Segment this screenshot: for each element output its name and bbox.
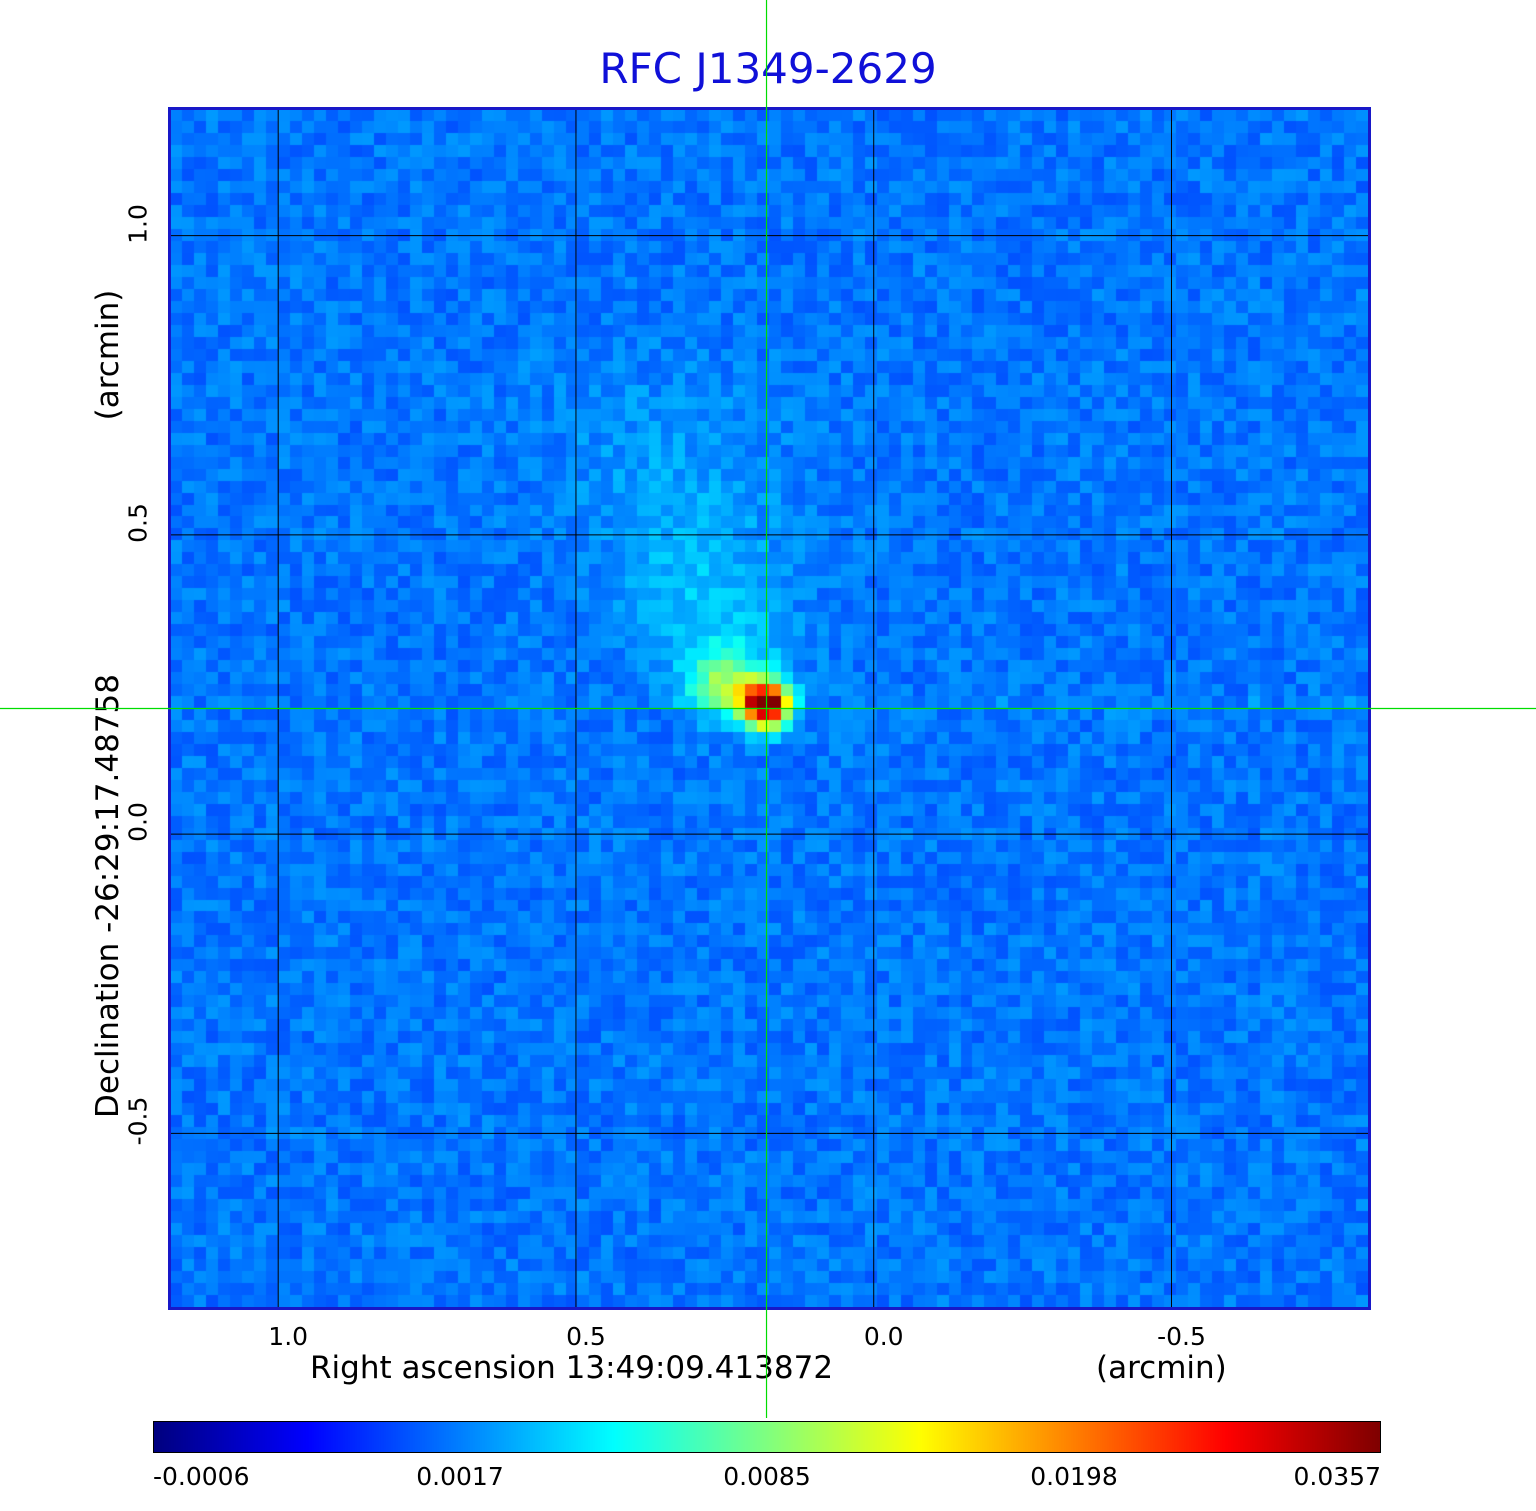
plot-area: [168, 107, 1371, 1310]
x-tick-label-3: -0.5: [1157, 1322, 1206, 1351]
colorbar-tick-label-3: 0.0198: [1030, 1462, 1118, 1491]
x-axis-unit: (arcmin): [1096, 1350, 1227, 1386]
x-tick-label-1: 0.5: [566, 1322, 606, 1351]
y-axis-unit: (arcmin): [90, 289, 126, 421]
y-tick-label-3: -0.5: [123, 1097, 153, 1146]
colorbar: [153, 1421, 1381, 1453]
x-tick-label-2: 0.0: [863, 1322, 904, 1351]
colorbar-tick-label-4: 0.0357: [1293, 1462, 1381, 1491]
colorbar-tick-label-1: 0.0017: [416, 1462, 504, 1491]
x-axis-label: Right ascension 13:49:09.413872: [310, 1350, 834, 1386]
chart-title: RFC J1349-2629: [599, 44, 937, 93]
colorbar-tick-label-0: -0.0006: [153, 1462, 250, 1491]
y-tick-label-1: 0.5: [123, 503, 153, 543]
coordinate-grid: [171, 110, 1368, 1307]
y-tick-label-2: 0.0: [123, 802, 153, 843]
colorbar-tick-label-2: 0.0085: [723, 1462, 811, 1491]
x-tick-label-0: 1.0: [268, 1322, 309, 1351]
y-axis-label: Declination -26:29:17.48758: [90, 674, 126, 1118]
y-tick-label-0: 1.0: [123, 203, 153, 244]
